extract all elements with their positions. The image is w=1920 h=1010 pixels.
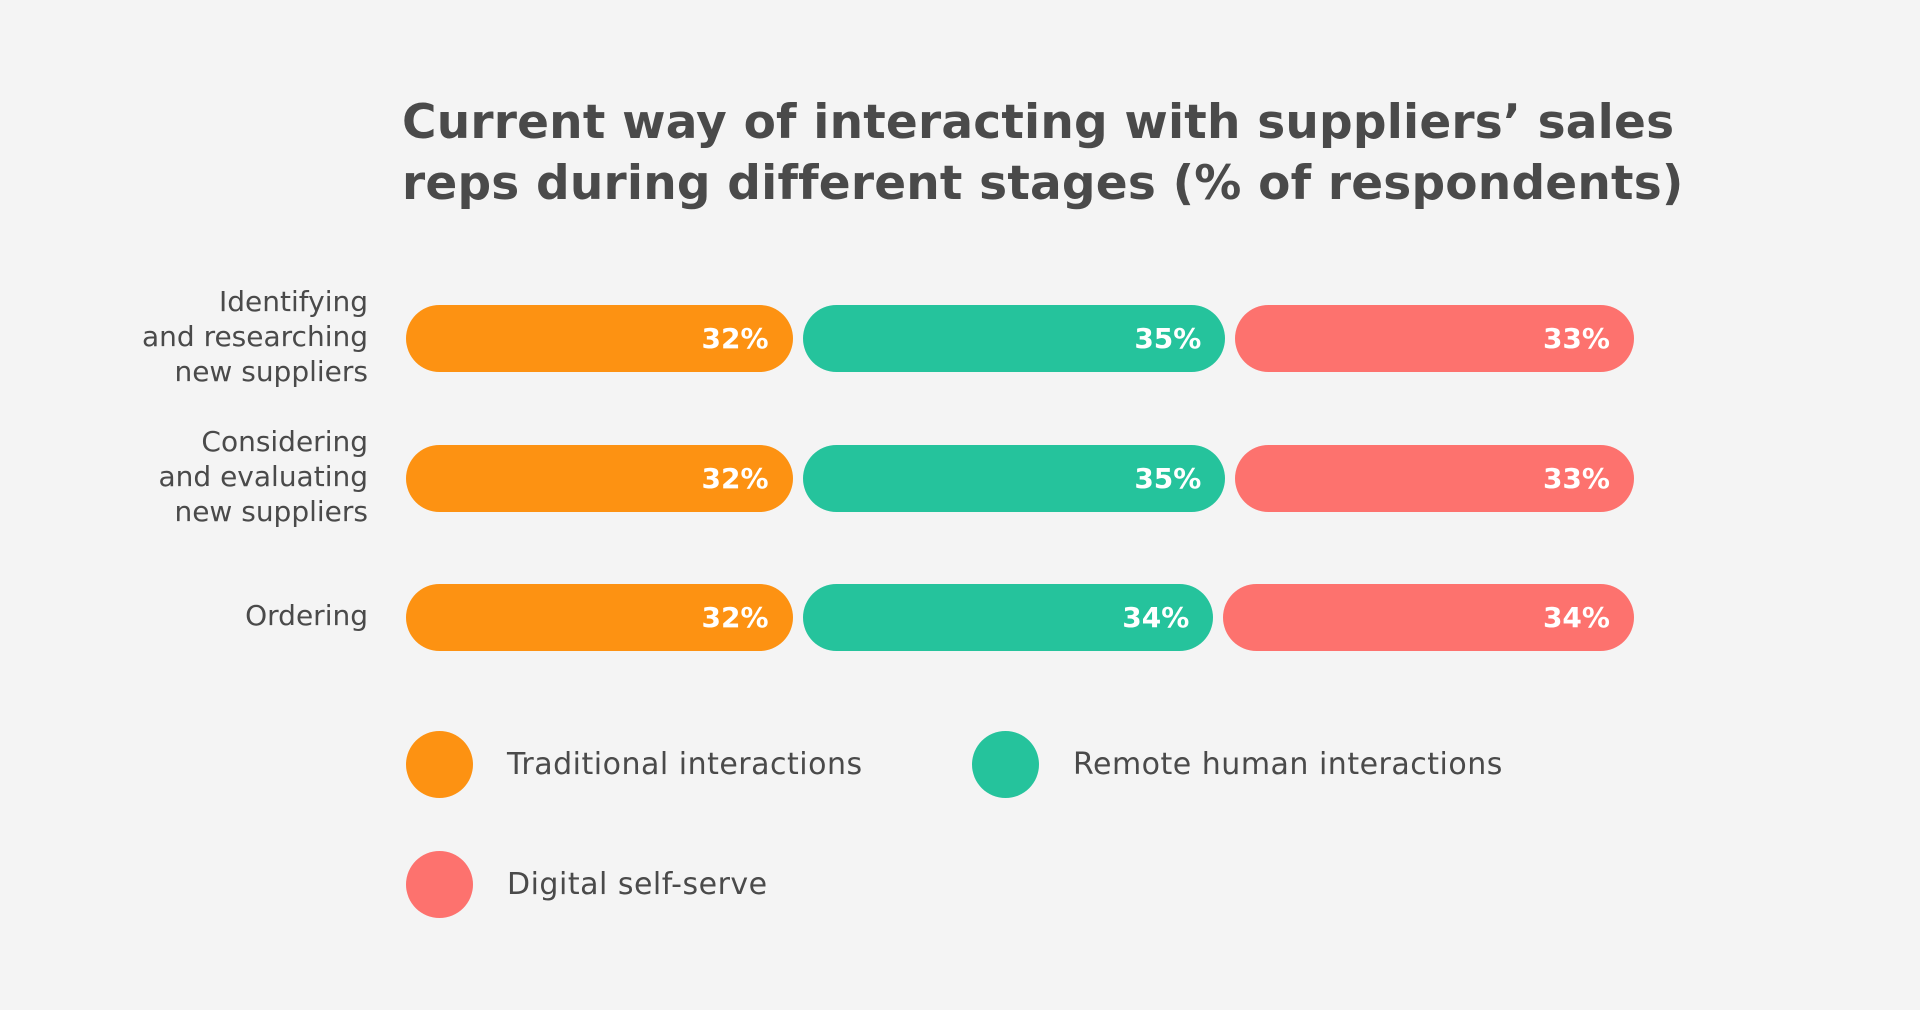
bar-segment: 34% [1223,584,1634,651]
data-label: 35% [1134,322,1202,355]
bar-row: 32% 34% 34% [406,584,1634,651]
legend-item: Traditional interactions [406,731,863,798]
data-label: 32% [701,462,769,495]
data-label: 34% [1542,601,1610,634]
row-label: Identifying and researching new suppliers [28,284,368,389]
data-label: 33% [1542,322,1610,355]
legend-item: Remote human interactions [972,731,1503,798]
bar-segment: 33% [1235,445,1634,512]
legend-swatch [406,731,473,798]
row-label-line: and researching [141,320,368,353]
bar-segment: 34% [802,584,1214,651]
legend-swatch [972,731,1039,798]
row-label-line: new suppliers [174,355,368,388]
bar-row: 32% 35% 33% [406,445,1634,512]
chart-title-line-1: Current way of interacting with supplier… [402,95,1675,150]
row-label-line: Ordering [245,599,368,632]
row-label: Considering and evaluating new suppliers [28,424,369,529]
bar-segment: 32% [406,584,793,651]
row-label-line: and evaluating [158,460,369,493]
row-label-line: Considering [201,425,368,458]
legend-swatch [406,851,473,918]
data-label: 33% [1542,462,1610,495]
data-label: 32% [701,601,769,634]
legend-label: Digital self-serve [507,867,768,902]
chart-title: Current way of interacting with supplier… [402,92,1802,214]
bar-segment: 35% [802,445,1226,512]
bar-row: 32% 35% 33% [406,305,1634,372]
bar-segment: 35% [802,305,1226,372]
bar-segment: 32% [406,445,793,512]
legend-label: Remote human interactions [1073,747,1503,782]
legend-label: Traditional interactions [507,747,863,782]
data-label: 32% [701,322,769,355]
data-label: 34% [1122,601,1190,634]
row-label-line: Identifying [219,285,368,318]
chart-title-line-2: reps during different stages (% of respo… [402,156,1684,211]
data-label: 35% [1134,462,1202,495]
row-label: Ordering [28,598,368,633]
legend-item: Digital self-serve [406,851,768,918]
bar-segment: 33% [1235,305,1634,372]
row-label-line: new suppliers [174,495,368,528]
bar-segment: 32% [406,305,793,372]
